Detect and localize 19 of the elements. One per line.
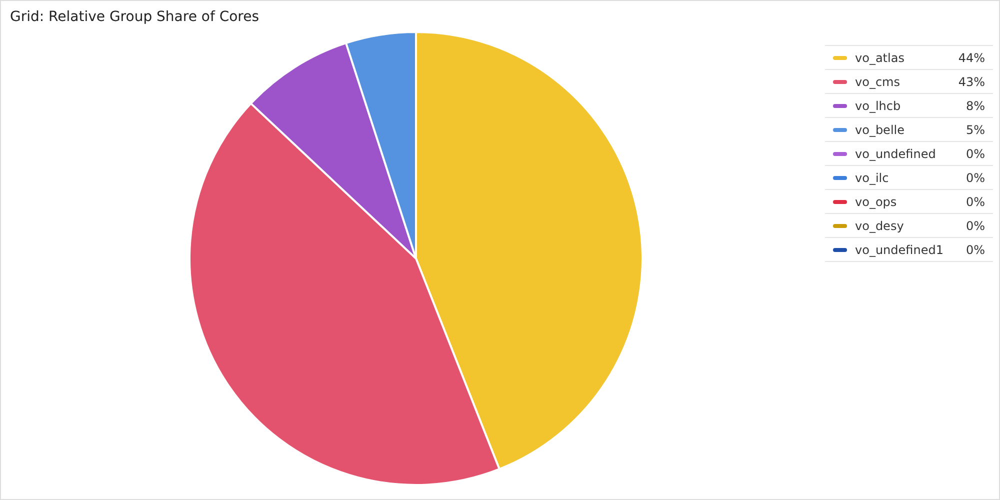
data-label: 5%	[964, 122, 985, 136]
text: 0%	[966, 242, 985, 256]
chart-title: Grid: Relative Group Share of Cores	[10, 9, 260, 25]
legend-label: vo_belle	[855, 122, 906, 136]
legend-label: vo_undefined	[855, 146, 937, 160]
legend-label: vo_cms	[855, 74, 901, 88]
legend-label: vo_lhcb	[855, 98, 902, 112]
text: 0%	[966, 194, 985, 208]
legend-label: vo_atlas	[855, 50, 906, 64]
data-label: 44%	[957, 50, 985, 64]
text: 0%	[966, 218, 985, 232]
legend-label: vo_undefined1	[855, 242, 944, 256]
data-label: 8%	[964, 98, 985, 112]
text: 0%	[966, 146, 985, 160]
text: 0%	[966, 170, 985, 184]
legend-label: vo_ilc	[855, 170, 890, 184]
legend-label: vo_ops	[855, 194, 898, 208]
legend-label: vo_desy	[855, 218, 905, 232]
data-label: 43%	[957, 74, 985, 88]
